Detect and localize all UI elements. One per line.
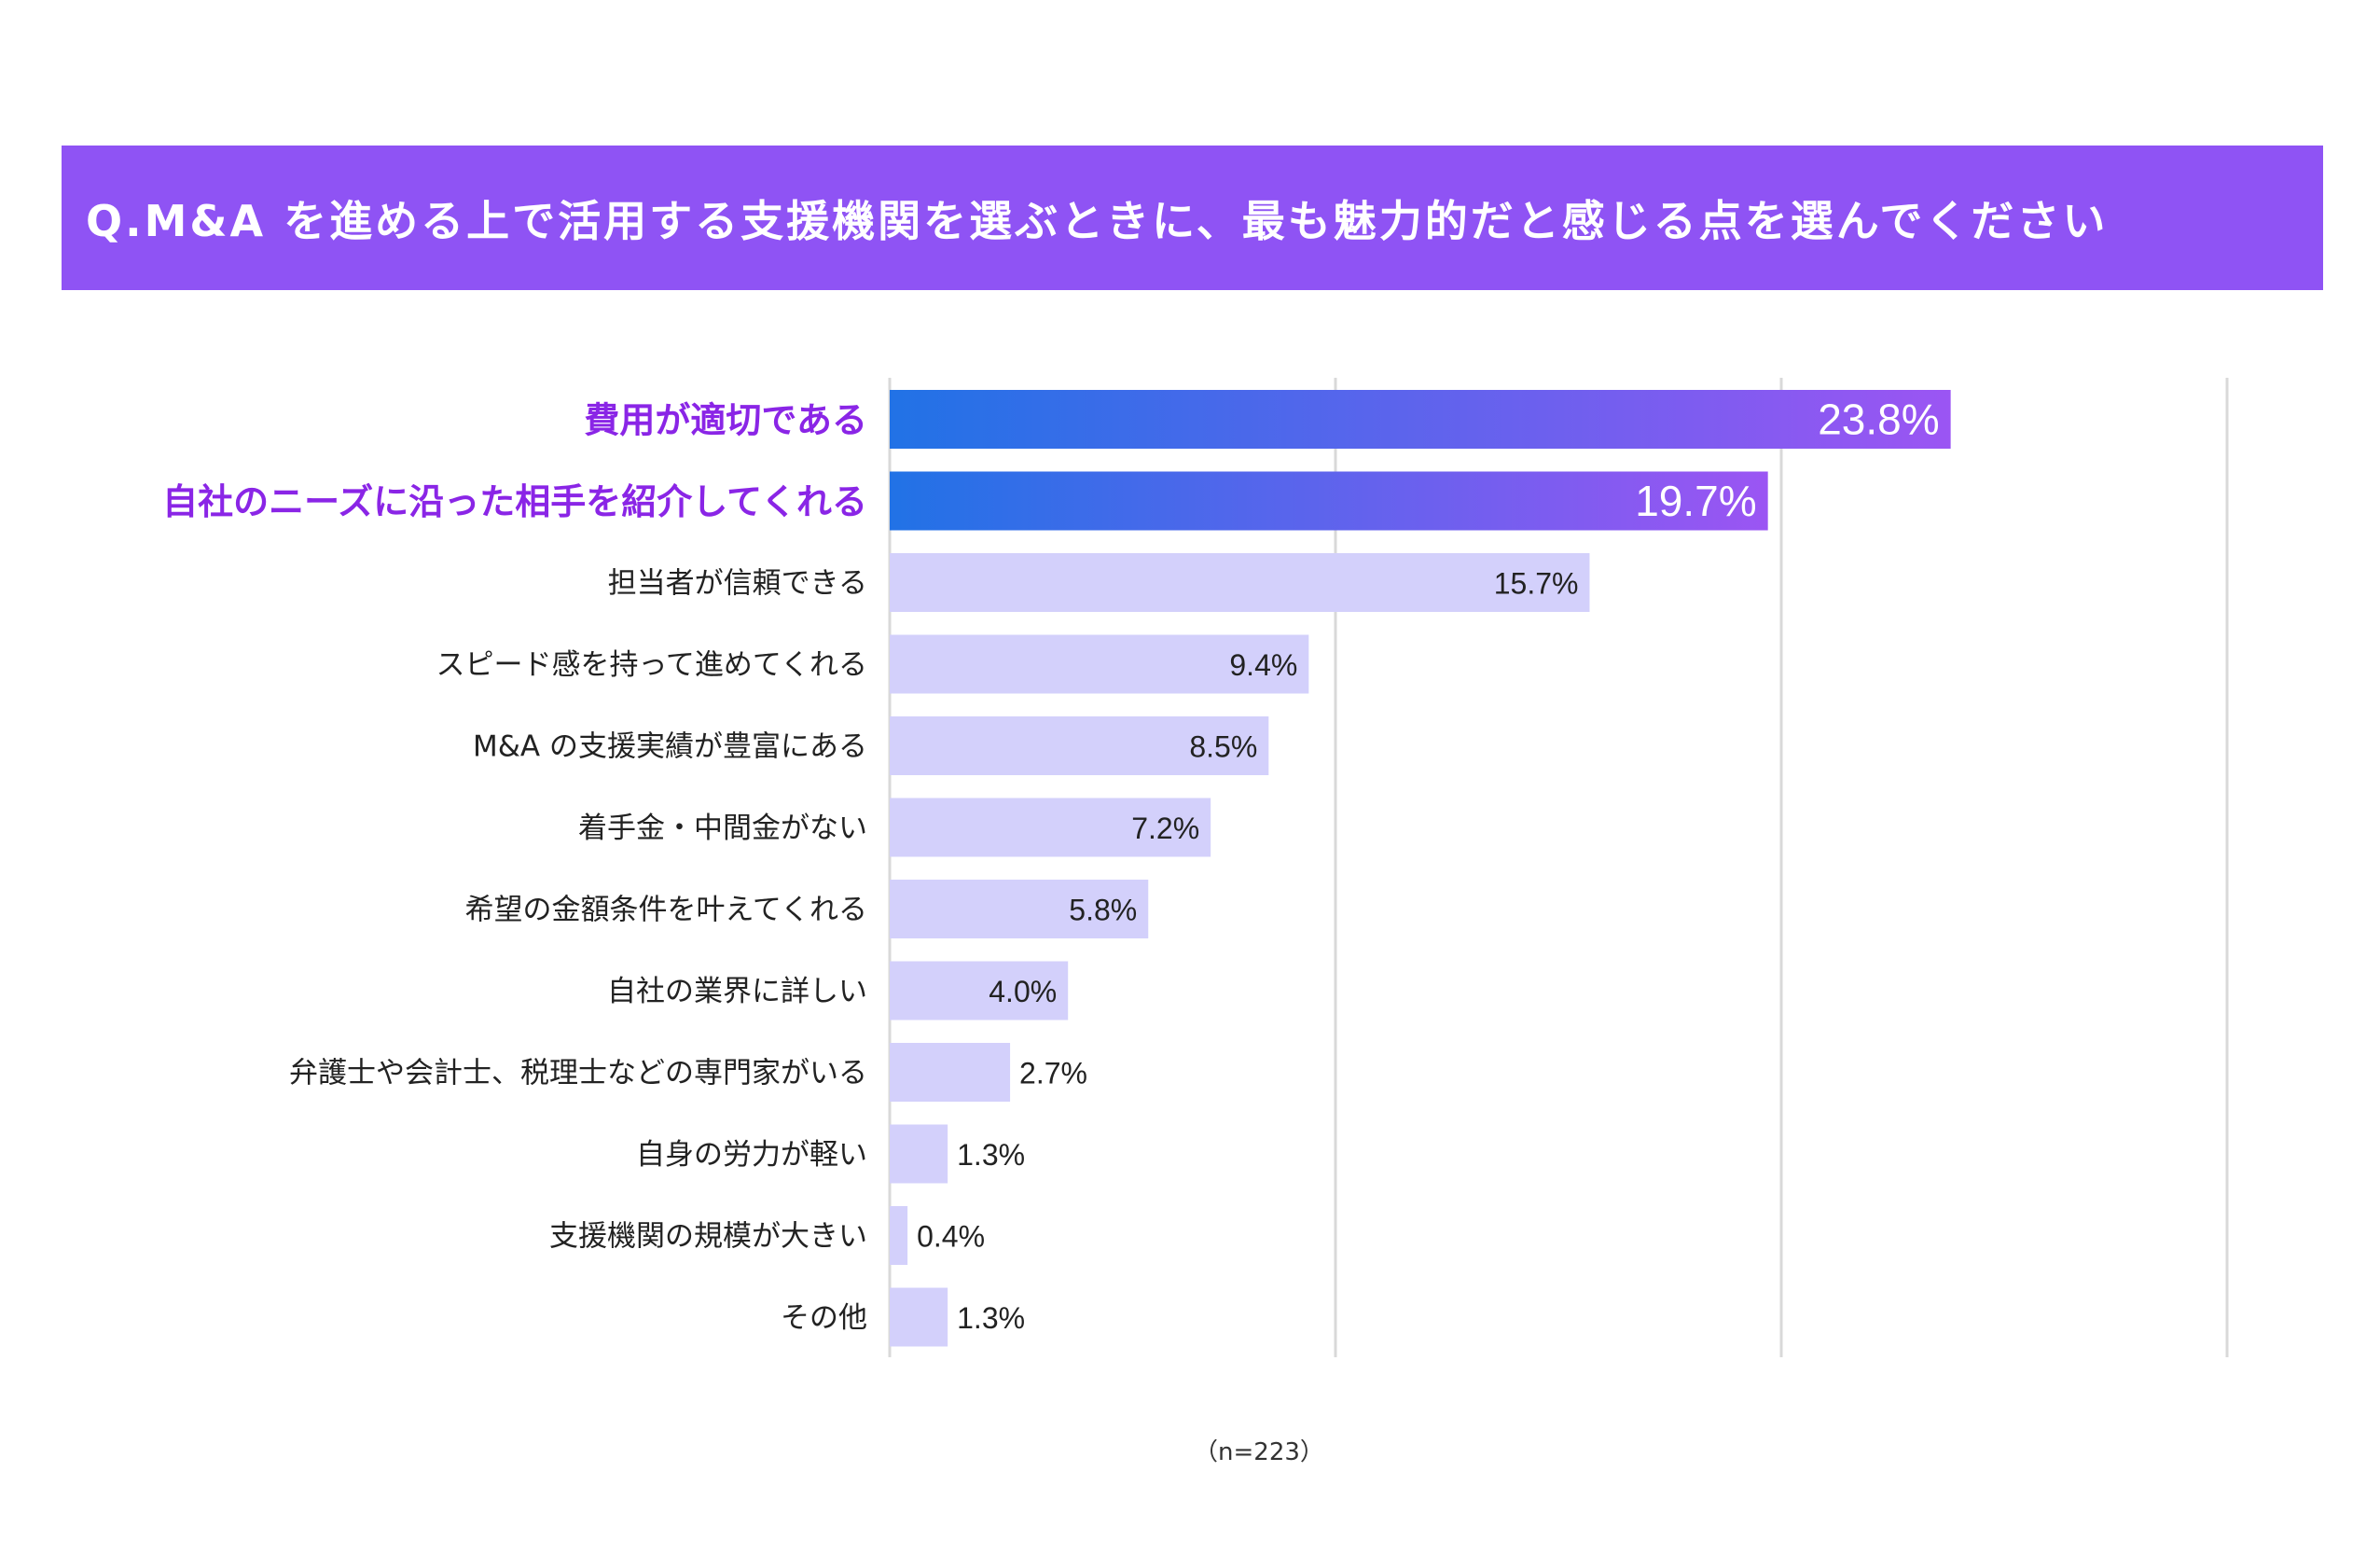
bar-0 [890, 390, 1951, 449]
category-label-10: 支援機関の規模が大きい [549, 1220, 867, 1254]
grid-lines [888, 378, 2229, 1357]
value-label-1: 19.7% [1635, 477, 1756, 525]
value-label-6: 5.8% [1069, 894, 1137, 927]
bars [890, 390, 1951, 1347]
bar-4 [890, 716, 1269, 775]
category-label-6: 希望の金額条件を叶えてくれる [464, 894, 867, 927]
value-label-10: 0.4% [917, 1220, 985, 1254]
value-label-7: 4.0% [989, 975, 1057, 1008]
bar-11 [890, 1287, 948, 1347]
value-label-9: 1.3% [957, 1138, 1025, 1172]
bar-1 [890, 471, 1768, 531]
bar-3 [890, 634, 1309, 694]
bar-5 [890, 798, 1211, 857]
category-label-2: 担当者が信頼できる [608, 567, 867, 601]
bar-6 [890, 880, 1149, 938]
value-label-0: 23.8% [1818, 396, 1939, 444]
value-label-3: 9.4% [1229, 648, 1297, 682]
category-labels: 費用が適切である自社のニーズに沿った相手を紹介してくれる担当者が信頼できるスピー… [162, 400, 867, 1336]
category-label-3: スピード感を持って進めてくれる [436, 648, 867, 682]
sample-size-note: （n=223） [1194, 1438, 1324, 1466]
bar-10 [890, 1206, 908, 1265]
bar-8 [890, 1043, 1011, 1102]
question-title: Q.M&A を進める上で活用する支援機関を選ぶときに、最も魅力的だと感じる点を選… [86, 195, 2109, 246]
category-label-0: 費用が適切である [584, 400, 867, 441]
category-label-8: 弁護士や会計士、税理士などの専門家がいる [289, 1057, 867, 1090]
value-label-5: 7.2% [1131, 812, 1199, 845]
value-label-4: 8.5% [1189, 730, 1257, 764]
value-labels: 23.8% 19.7% 15.7% 9.4% 8.5% 7.2% 5.8% 4.0% 2.7% 1… [917, 396, 1940, 1336]
category-label-4: M&A の支援実績が豊富にある [473, 730, 867, 764]
category-label-11: その他 [781, 1301, 867, 1335]
category-label-7: 自社の業界に詳しい [607, 975, 867, 1008]
value-label-8: 2.7% [1019, 1057, 1087, 1090]
category-label-5: 着手金・中間金がない [578, 812, 867, 845]
category-label-1: 自社のニーズに沿った相手を紹介してくれる [162, 481, 867, 522]
value-label-11: 1.3% [957, 1301, 1025, 1335]
question-banner: Q.M&A を進める上で活用する支援機関を選ぶときに、最も魅力的だと感じる点を選… [62, 146, 2323, 290]
bar-9 [890, 1124, 948, 1184]
bar-2 [890, 553, 1590, 612]
value-label-2: 15.7% [1494, 567, 1579, 601]
bar-7 [890, 961, 1069, 1020]
category-label-9: 自身の労力が軽い [636, 1138, 867, 1172]
